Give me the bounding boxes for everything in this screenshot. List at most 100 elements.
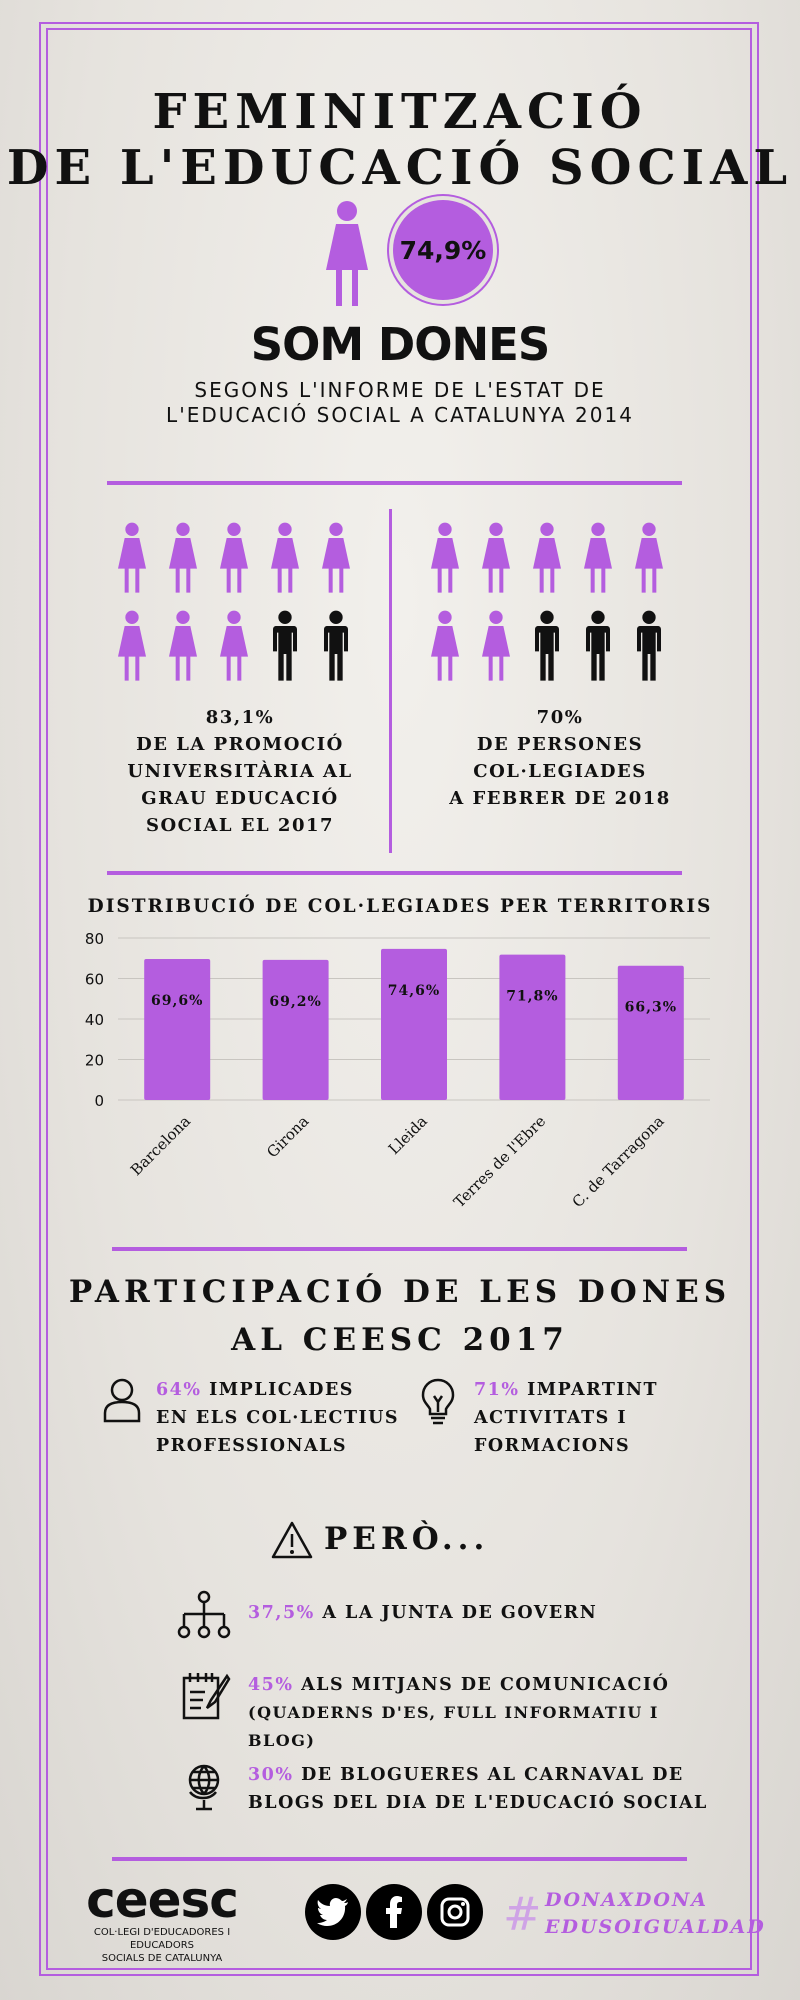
y-tick-label: 40: [85, 1011, 104, 1029]
pero-item-2-text: ALS MITJANS DE COMUNICACIÓ: [293, 1675, 670, 1695]
participation-right-text-3: FORMACIONS: [474, 1436, 631, 1456]
x-tick-label: Girona: [263, 1112, 312, 1161]
outer-border: [39, 22, 759, 1976]
woman-figure-icon: [118, 522, 146, 593]
logo-subtitle-1: COL·LEGI D'EDUCADORES I EDUCADORS: [93, 1927, 231, 1951]
left-stat-line-1: DE LA PROMOCIÓ: [136, 734, 344, 755]
title-line-2: DE L'EDUCACIÓ SOCIAL: [6, 140, 794, 196]
hashtag-1[interactable]: DONAXDONA: [545, 1889, 709, 1911]
lightbulb-icon: [421, 1378, 455, 1425]
left-stat-line-3: GRAU EDUCACIÓ: [141, 788, 339, 809]
main-title: FEMINITZACIÓ DE L'EDUCACIÓ SOCIAL: [0, 84, 800, 196]
woman-figure-icon: [533, 522, 561, 593]
woman-icon: [326, 201, 368, 306]
participation-left-text-2: EN ELS COL·LECTIUS: [156, 1408, 400, 1428]
y-tick-label: 0: [94, 1092, 104, 1110]
man-figure-icon: [535, 610, 559, 681]
facebook-icon[interactable]: [366, 1884, 422, 1940]
right-stat-text: 70% DE PERSONES COL·LEGIADES A FEBRER DE…: [430, 704, 690, 812]
x-tick-label: C. de Tarragona: [569, 1112, 668, 1211]
left-stat-text: 83,1% DE LA PROMOCIÓ UNIVERSITÀRIA AL GR…: [110, 704, 370, 839]
woman-figure-icon: [322, 522, 350, 593]
pero-item-3-percent: 30%: [248, 1765, 294, 1785]
man-figure-icon: [637, 610, 661, 681]
org-chart-icon: [177, 1590, 231, 1639]
participation-title-line-1: PARTICIPACIÓ DE LES DONES: [68, 1274, 732, 1310]
logo-subtitle: COL·LEGI D'EDUCADORES I EDUCADORS SOCIAL…: [62, 1926, 262, 1965]
participation-left-text: 64% IMPLICADES EN ELS COL·LECTIUS PROFES…: [156, 1376, 416, 1460]
pero-item-1: 37,5% A LA JUNTA DE GOVERN: [248, 1599, 708, 1627]
y-tick-label: 60: [85, 971, 104, 989]
woman-figure-icon: [431, 610, 459, 681]
woman-figure-icon: [118, 610, 146, 681]
woman-figure-icon: [220, 522, 248, 593]
man-figure-icon: [324, 610, 348, 681]
participation-left-percent: 64%: [156, 1380, 202, 1400]
bar-value-label: 66,3%: [625, 1000, 677, 1016]
participation-title: PARTICIPACIÓ DE LES DONES AL CEESC 2017: [0, 1268, 800, 1364]
man-figure-icon: [273, 610, 297, 681]
woman-figure-icon: [584, 522, 612, 593]
y-tick-label: 80: [85, 930, 104, 948]
person-icon: [103, 1378, 141, 1423]
woman-figure-icon: [482, 610, 510, 681]
headline-percent: 74,9%: [393, 200, 493, 300]
right-figure-grid: [428, 522, 678, 682]
woman-figure-icon: [431, 522, 459, 593]
woman-figure-icon: [169, 522, 197, 593]
vertical-divider: [389, 509, 392, 853]
pero-item-1-percent: 37,5%: [248, 1603, 315, 1623]
woman-figure-icon: [169, 610, 197, 681]
pero-item-1-text: A LA JUNTA DE GOVERN: [314, 1603, 598, 1623]
source-text: SEGONS L'INFORME DE L'ESTAT DE L'EDUCACI…: [0, 378, 800, 428]
warning-icon: [271, 1521, 313, 1559]
y-tick-label: 20: [85, 1052, 104, 1070]
x-tick-label: Lleida: [385, 1112, 431, 1158]
bar: [381, 948, 447, 1100]
instagram-icon[interactable]: [427, 1884, 483, 1940]
globe-icon: [188, 1764, 220, 1811]
right-stat-line-3: A FEBRER DE 2018: [449, 788, 671, 809]
right-stat-line-1: DE PERSONES: [476, 734, 644, 755]
left-figure-grid: [115, 522, 365, 682]
divider-4: [112, 1857, 687, 1861]
bar-value-label: 74,6%: [388, 983, 440, 999]
som-dones-label: SOM DONES: [250, 318, 551, 371]
pero-item-2-percent: 45%: [248, 1675, 294, 1695]
participation-right-percent: 71%: [474, 1380, 520, 1400]
right-stat-percent: 70%: [536, 707, 584, 728]
bar: [499, 954, 566, 1100]
participation-left-text-1: IMPLICADES: [201, 1380, 354, 1400]
pero-item-3: 30% DE BLOGUERES AL CARNAVAL DE BLOGS DE…: [248, 1761, 728, 1817]
bar: [262, 959, 329, 1100]
pero-item-3-text-2: BLOGS DEL DIA DE L'EDUCACIÓ SOCIAL: [248, 1793, 708, 1813]
bar-value-label: 69,2%: [269, 994, 321, 1010]
x-tick-label: Barcelona: [127, 1112, 194, 1179]
woman-figure-icon: [482, 522, 510, 593]
woman-figure-icon: [271, 522, 299, 593]
man-figure-icon: [586, 610, 610, 681]
hashtags: DONAXDONA EDUSOIGUALDAD: [545, 1887, 766, 1941]
pero-item-2-text-2: (QUADERNS D'ES, FULL INFORMATIU I BLOG): [248, 1703, 659, 1750]
bar: [617, 965, 684, 1100]
right-stat-line-2: COL·LEGIADES: [473, 761, 647, 782]
left-stat-line-2: UNIVERSITÀRIA AL: [127, 761, 353, 782]
logo-wordmark: ceesc: [86, 1871, 239, 1929]
participation-title-line-2: AL CEESC 2017: [231, 1322, 569, 1358]
pero-item-2: 45% ALS MITJANS DE COMUNICACIÓ (QUADERNS…: [248, 1671, 718, 1755]
twitter-icon[interactable]: [305, 1884, 361, 1940]
title-line-1: FEMINITZACIÓ: [152, 84, 648, 140]
bar-value-label: 71,8%: [506, 989, 558, 1005]
hashtag-2[interactable]: EDUSOIGUALDAD: [545, 1916, 766, 1938]
woman-figure-icon: [635, 522, 663, 593]
divider-3: [112, 1247, 687, 1251]
participation-right-text-2: ACTIVITATS I: [474, 1408, 628, 1428]
inner-border: [46, 28, 752, 1970]
participation-right-text: 71% IMPARTINT ACTIVITATS I FORMACIONS: [474, 1376, 694, 1460]
left-stat-percent: 83,1%: [205, 707, 275, 728]
hashtag-icon: #: [503, 1887, 542, 1941]
pero-label: PERÒ...: [324, 1521, 490, 1557]
bar-chart: 0 20 40 60 80 69,6% Barcelona 69,2% Girona 74,6% L…: [85, 930, 710, 1211]
source-line-1: SEGONS L'INFORME DE L'ESTAT DE: [194, 378, 606, 402]
bar: [144, 959, 211, 1100]
